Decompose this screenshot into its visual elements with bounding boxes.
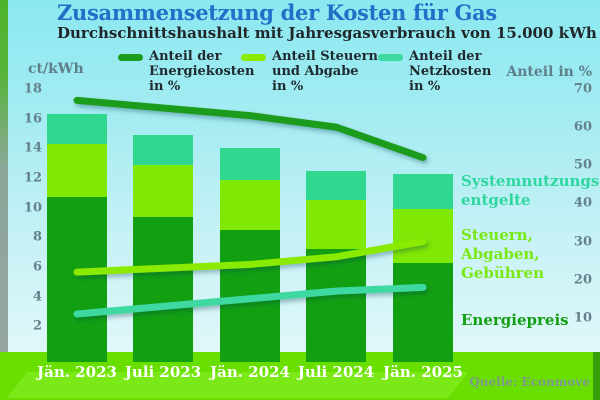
source-credit: Quelle: Econmove xyxy=(469,375,590,389)
x-axis-label: Jän. 2024 xyxy=(210,363,290,381)
bar-segment-systemnutzungsentgelte xyxy=(47,114,107,144)
page-subtitle: Durchschnittshaushalt mit Jahresgasverbr… xyxy=(57,24,597,42)
trend-line-anteil-der-energiekosten-in xyxy=(73,96,427,162)
right-axis-tick: 30 xyxy=(573,234,592,250)
left-axis-tick: 2 xyxy=(32,318,42,334)
left-axis-tick: 12 xyxy=(23,170,42,186)
bar-segment-steuern-abgaben-geb-hren xyxy=(220,179,280,230)
energiekosten-line-swatch-icon xyxy=(118,54,143,61)
bar-segment-steuern-abgaben-geb-hren xyxy=(393,209,453,263)
legend-label: Anteil der Netzkosten in % xyxy=(409,49,492,94)
legend-item-steuern: Anteil Steuern und Abgabe in % xyxy=(241,49,378,94)
bar-segment-systemnutzungsentgelte xyxy=(393,173,453,210)
netzkosten-line-swatch-icon xyxy=(378,54,403,61)
annotation-energiepreis: Energiepreis xyxy=(461,311,569,329)
right-axis-tick: 60 xyxy=(573,119,592,135)
right-axis-tick: 20 xyxy=(573,272,592,288)
x-axis-label: Juli 2024 xyxy=(297,363,375,381)
legend-item-energiekosten: Anteil der Energiekosten in % xyxy=(118,49,255,94)
page-edge-strip xyxy=(0,0,8,400)
x-axis-label: Jän. 2025 xyxy=(383,363,463,381)
bar-segment-steuern-abgaben-geb-hren xyxy=(306,200,366,250)
bar-segment-systemnutzungsentgelte xyxy=(133,135,193,165)
right-axis-title: Anteil in % xyxy=(506,64,592,80)
page-title: Zusammensetzung der Kosten für Gas xyxy=(57,0,497,25)
legend-label: Anteil Steuern und Abgabe in % xyxy=(272,49,378,94)
bar-segment-steuern-abgaben-geb-hren xyxy=(47,143,107,198)
bar-segment-systemnutzungsentgelte xyxy=(306,170,366,201)
left-axis-tick: 8 xyxy=(32,229,42,245)
left-axis-tick: 18 xyxy=(23,81,42,97)
left-axis-tick: 16 xyxy=(23,111,42,127)
left-axis-tick: 6 xyxy=(32,259,42,275)
right-axis-tick: 40 xyxy=(573,195,592,211)
bar-segment-energiepreis xyxy=(133,216,193,362)
legend-label: Anteil der Energiekosten in % xyxy=(149,49,255,94)
trend-line-anteil-der-netzkosten-in xyxy=(73,283,427,318)
trend-line-anteil-steuern-und-abgabe-in xyxy=(73,238,427,276)
left-axis-title: ct/kWh xyxy=(28,61,84,77)
bar-segment-energiepreis xyxy=(47,197,107,362)
x-axis-label: Jän. 2023 xyxy=(37,363,117,381)
bar-segment-steuern-abgaben-geb-hren xyxy=(133,164,193,217)
page-edge-artifact xyxy=(593,352,600,400)
left-axis-tick: 14 xyxy=(23,140,42,156)
bar-segment-energiepreis xyxy=(306,249,366,362)
bar-segment-systemnutzungsentgelte xyxy=(220,148,280,180)
steuern-line-swatch-icon xyxy=(241,54,266,61)
right-axis-tick: 70 xyxy=(573,81,592,97)
annotation-steuern-abgaben: Steuern, Abgaben, Gebühren xyxy=(461,226,545,282)
legend-item-netzkosten: Anteil der Netzkosten in % xyxy=(378,49,491,94)
annotation-systemnutzungsentgelte: Systemnutzungs- entgelte xyxy=(461,172,600,209)
left-axis-tick: 4 xyxy=(32,289,42,305)
bar-segment-energiepreis xyxy=(393,262,453,362)
right-axis-tick: 50 xyxy=(573,157,592,173)
right-axis-tick: 10 xyxy=(573,310,592,326)
left-axis-tick: 10 xyxy=(23,200,42,216)
x-axis-label: Juli 2023 xyxy=(124,363,202,381)
